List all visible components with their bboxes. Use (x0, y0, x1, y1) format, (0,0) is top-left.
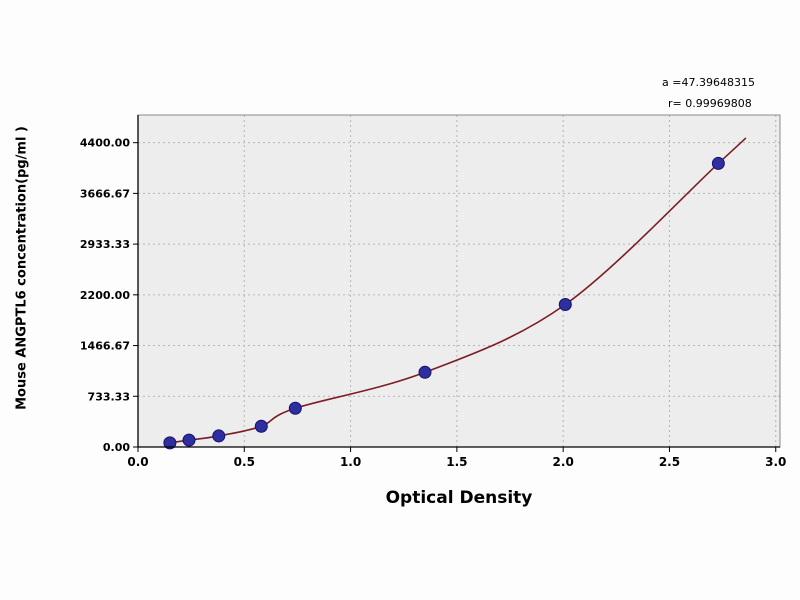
data-point-marker (254, 419, 268, 433)
svg-text:3.0: 3.0 (765, 455, 786, 469)
y-axis-title: Mouse ANGPTL6 concentration(pg/ml ) (14, 126, 30, 410)
svg-text:2933.33: 2933.33 (80, 238, 130, 251)
svg-text:1466.67: 1466.67 (80, 340, 130, 353)
data-point-marker (711, 156, 725, 170)
svg-text:0.5: 0.5 (234, 455, 255, 469)
plot-area (138, 115, 780, 447)
data-point-marker (418, 365, 432, 379)
svg-text:3666.67: 3666.67 (80, 187, 130, 200)
svg-text:1.0: 1.0 (340, 455, 361, 469)
axis-ticks (133, 142, 777, 452)
svg-text:0.00: 0.00 (103, 441, 130, 454)
svg-text:2.0: 2.0 (553, 455, 574, 469)
svg-text:0.0: 0.0 (127, 455, 148, 469)
svg-text:1.5: 1.5 (446, 455, 467, 469)
data-point-marker (163, 436, 177, 450)
x-axis-title: Optical Density (385, 488, 533, 508)
y-tick-labels: 0.00 733.33 1466.67 2200.00 2933.33 3666.67 44… (80, 137, 130, 454)
data-point-marker (558, 298, 572, 312)
data-points (163, 156, 725, 450)
data-point-marker (212, 429, 226, 443)
data-point-marker (182, 433, 196, 447)
svg-text:733.33: 733.33 (88, 390, 130, 403)
standard-curve-line (169, 137, 747, 444)
svg-text:4400.00: 4400.00 (80, 137, 130, 150)
gridlines (138, 115, 780, 447)
annotation-slope: a =47.39648315 (662, 76, 755, 89)
x-tick-labels: 0.0 0.5 1.0 1.5 2.0 2.5 3.0 (127, 455, 786, 469)
data-point-marker (288, 401, 302, 415)
svg-text:2200.00: 2200.00 (80, 289, 130, 302)
annotation-correlation: r= 0.99969808 (668, 97, 752, 110)
svg-text:2.5: 2.5 (659, 455, 680, 469)
